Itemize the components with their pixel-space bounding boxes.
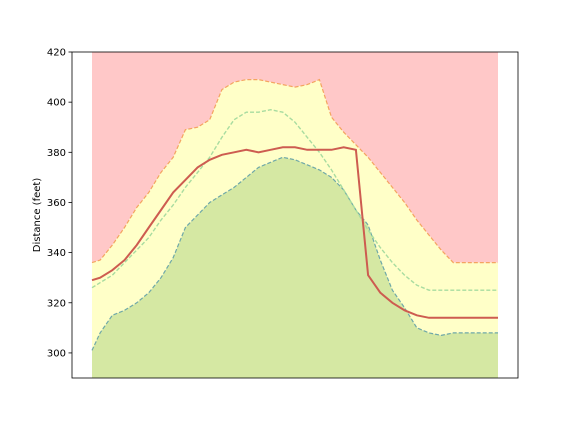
y-axis-label: Distance (feet) xyxy=(32,178,43,253)
y-tick-label: 380 xyxy=(47,148,66,159)
bottom-band-area xyxy=(92,157,498,378)
main-line xyxy=(91,146,498,319)
top-band-area xyxy=(92,52,498,263)
y-tick-label: 420 xyxy=(47,48,66,59)
plot-frame xyxy=(71,51,519,379)
y-tick-label: 300 xyxy=(47,348,66,359)
chart-lines xyxy=(91,78,498,351)
y-axis-ticks: 300 320 340 360 380 400 420 xyxy=(47,48,72,359)
dashed-mid-line xyxy=(91,108,498,291)
lower-edge-line xyxy=(91,156,498,351)
y-tick-label: 360 xyxy=(47,198,66,209)
middle-band-area xyxy=(92,79,498,351)
chart-areas xyxy=(92,52,498,378)
y-tick-label: 340 xyxy=(47,248,66,259)
y-tick-label: 320 xyxy=(47,298,66,309)
y-tick-label: 400 xyxy=(47,98,66,109)
upper-edge-line xyxy=(91,78,498,264)
